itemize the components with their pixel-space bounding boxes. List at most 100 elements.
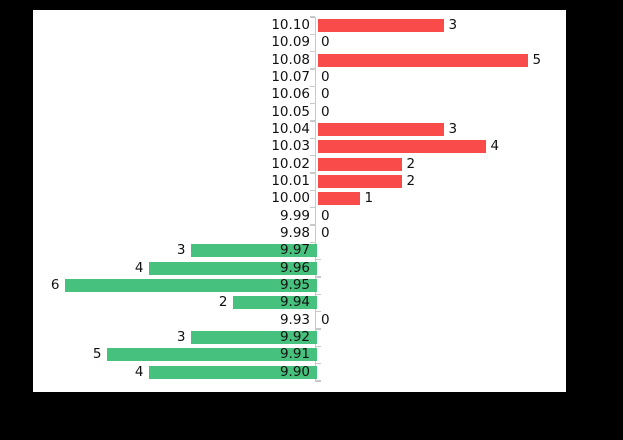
value-label: 1 — [364, 190, 374, 207]
bid-bar — [64, 279, 317, 293]
value-label: 3 — [448, 17, 458, 33]
price-label: 9.94 — [279, 294, 310, 311]
price-label: 10.09 — [271, 34, 310, 51]
bar-row: 9.97 3 — [33, 242, 566, 259]
price-label: 10.01 — [271, 173, 310, 189]
price-label: 9.90 — [279, 363, 310, 380]
bar-row: 10.10 3 — [33, 17, 566, 34]
price-label: 10.03 — [271, 138, 310, 155]
bid-bar — [106, 348, 317, 362]
bar-row: 10.04 3 — [33, 121, 566, 138]
bar-row: 10.03 4 — [33, 138, 566, 155]
price-label: 10.08 — [271, 51, 310, 68]
axis-tick — [309, 137, 315, 139]
price-label: 9.97 — [279, 242, 310, 259]
axis-tick — [316, 345, 321, 347]
bid-bar — [190, 331, 317, 345]
value-label: 0 — [321, 34, 330, 51]
bar-row: 9.99 0 — [33, 208, 566, 225]
value-label: 2 — [406, 173, 416, 189]
value-label: 6 — [50, 277, 60, 293]
value-label: 0 — [321, 311, 330, 328]
ask-bar — [317, 19, 444, 33]
axis-tick — [309, 120, 315, 122]
bar-row: 9.90 4 — [33, 364, 566, 381]
bar-row: 9.91 5 — [33, 346, 566, 363]
bid-bar — [148, 261, 317, 275]
bar-row: 10.02 2 — [33, 156, 566, 173]
value-label: 0 — [321, 86, 330, 103]
price-label: 10.10 — [271, 17, 310, 33]
axis-tick — [309, 85, 315, 87]
axis-tick — [316, 380, 321, 382]
price-label: 10.04 — [271, 121, 310, 137]
bar-row: 9.95 6 — [33, 277, 566, 294]
price-label: 10.05 — [271, 103, 310, 120]
axis-tick — [309, 16, 315, 18]
axis-tick — [309, 103, 315, 105]
axis-tick — [316, 363, 321, 365]
value-label: 0 — [321, 103, 330, 120]
bid-bar — [190, 244, 317, 258]
bar-row: 10.06 0 — [33, 86, 566, 103]
bar-row: 10.09 0 — [33, 34, 566, 51]
price-label: 10.02 — [271, 155, 310, 172]
axis-tick — [309, 33, 315, 35]
value-label: 3 — [176, 329, 186, 345]
bid-bar — [148, 365, 317, 379]
value-label: 2 — [406, 155, 416, 172]
price-label: 10.07 — [271, 69, 310, 85]
axis-tick — [316, 293, 321, 295]
bar-row: 10.00 1 — [33, 190, 566, 207]
ask-bar — [317, 192, 360, 206]
price-label: 9.92 — [279, 329, 310, 345]
axis-tick — [316, 311, 321, 313]
axis-tick — [309, 51, 315, 53]
bar-row: 10.05 0 — [33, 104, 566, 121]
ask-bar — [317, 53, 528, 67]
value-label: 4 — [134, 259, 144, 276]
bar-row: 9.96 4 — [33, 260, 566, 277]
axis-tick — [316, 259, 321, 261]
price-label: 9.93 — [279, 311, 310, 328]
price-label: 10.00 — [271, 190, 310, 207]
bar-row: 9.98 0 — [33, 225, 566, 242]
bar-row: 10.01 2 — [33, 173, 566, 190]
axis-tick — [309, 172, 315, 174]
bar-row: 9.92 3 — [33, 329, 566, 346]
value-label: 0 — [321, 225, 330, 241]
axis-tick — [309, 155, 315, 157]
bar-row: 10.07 0 — [33, 69, 566, 86]
axis-tick — [309, 68, 315, 70]
axis-tick — [309, 241, 315, 243]
price-label: 9.99 — [279, 207, 310, 224]
value-label: 0 — [321, 69, 330, 85]
bid-bar — [232, 296, 317, 310]
price-label: 9.95 — [279, 277, 310, 293]
value-label: 3 — [176, 242, 186, 259]
bar-row: 10.08 5 — [33, 52, 566, 69]
plot-area: 10.10 3 10.09 0 10.08 5 10.07 0 10.06 0 10.05 0 10.0… — [33, 10, 566, 392]
axis-tick — [309, 224, 315, 226]
price-label: 9.96 — [279, 259, 310, 276]
value-label: 2 — [218, 294, 228, 311]
axis-tick — [316, 328, 321, 330]
value-label: 5 — [532, 51, 542, 68]
value-label: 0 — [321, 207, 330, 224]
value-label: 4 — [134, 363, 144, 380]
bar-row: 9.94 2 — [33, 294, 566, 311]
value-label: 4 — [490, 138, 500, 155]
axis-tick — [309, 207, 315, 209]
bars-layer: 10.10 3 10.09 0 10.08 5 10.07 0 10.06 0 10.05 0 10.0… — [33, 16, 566, 382]
price-label: 10.06 — [271, 86, 310, 103]
ask-bar — [317, 140, 486, 154]
axis-tick — [309, 189, 315, 191]
y-axis-line — [314, 17, 316, 382]
value-label: 3 — [448, 121, 458, 137]
axis-tick — [316, 276, 321, 278]
price-label: 9.91 — [279, 346, 310, 363]
ask-bar — [317, 175, 402, 189]
ask-bar — [317, 123, 444, 137]
ask-bar — [317, 157, 402, 171]
